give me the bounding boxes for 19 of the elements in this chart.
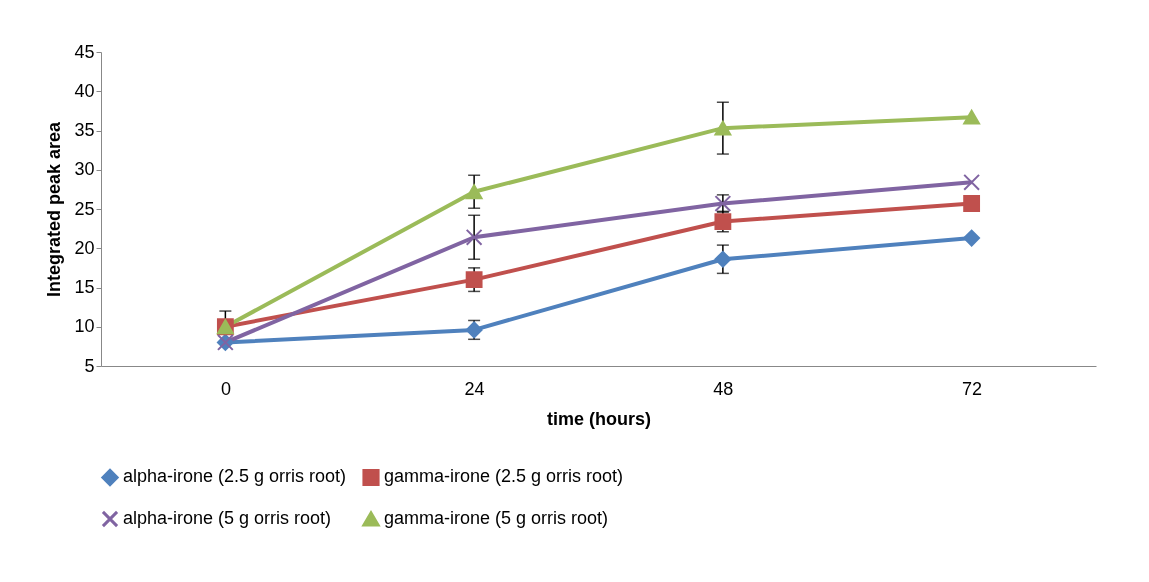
legend-label: gamma-irone (2.5 g orris root)	[384, 466, 624, 487]
x-tick-label: 0	[220, 378, 231, 399]
y-tick-label: 20	[74, 237, 95, 258]
x-tick-label: 24	[464, 378, 485, 399]
y-tick-label: 30	[74, 159, 95, 180]
x-tick-label: 72	[962, 378, 983, 399]
legend-label: gamma-irone (5 g orris root)	[384, 508, 609, 528]
y-tick-label: 5	[84, 355, 95, 376]
y-tick-label: 25	[74, 198, 95, 219]
x-tick-label: 48	[713, 378, 734, 399]
x-axis-title: time (hours)	[546, 408, 652, 429]
y-tick-label: 15	[74, 277, 95, 297]
legend-label: alpha-irone (2.5 g orris root)	[123, 466, 347, 487]
legend-label: alpha-irone (5 g orris root)	[123, 508, 332, 528]
y-tick-label: 35	[74, 120, 95, 140]
y-tick-label: 40	[74, 80, 95, 101]
y-tick-label: 10	[74, 316, 95, 337]
y-tick-label: 45	[74, 41, 95, 62]
y-axis-title: Integrated peak area	[44, 120, 65, 298]
